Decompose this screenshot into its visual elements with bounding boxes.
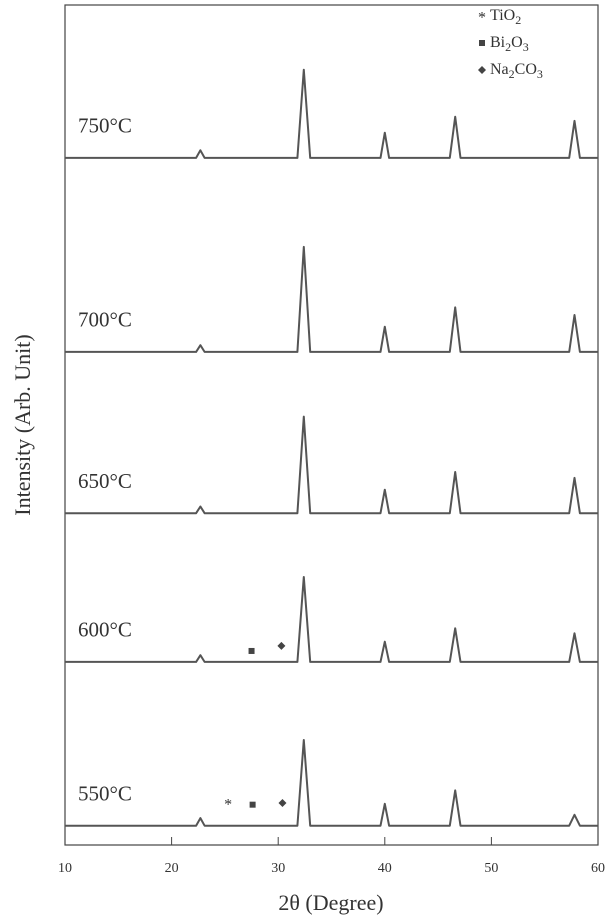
phase-marker: * — [478, 10, 486, 27]
legend-label: TiO2 — [490, 7, 521, 27]
x-tick-label: 50 — [484, 861, 498, 876]
phase-marker: * — [224, 797, 232, 814]
y-axis-title: Intensity (Arb. Unit) — [10, 334, 35, 515]
xrd-trace — [65, 739, 598, 827]
x-tick-label: 20 — [165, 861, 179, 876]
x-tick-label: 30 — [271, 861, 285, 876]
x-tick-label: 10 — [58, 861, 72, 876]
xrd-trace — [65, 245, 598, 353]
series-label: 650°C — [78, 469, 132, 493]
x-tick-label: 40 — [378, 861, 392, 876]
xrd-trace — [65, 576, 598, 663]
series-label: 750°C — [78, 114, 132, 138]
phase-marker — [248, 647, 255, 654]
phase-marker — [278, 799, 287, 807]
legend-label: Bi2O3 — [490, 34, 529, 54]
phase-marker — [249, 801, 256, 808]
phase-marker — [479, 40, 485, 46]
phase-marker — [478, 66, 486, 74]
plot-frame — [64, 4, 599, 846]
series-label: 600°C — [78, 618, 132, 642]
series-label: 550°C — [78, 781, 132, 805]
x-tick-label: 60 — [591, 861, 605, 876]
xrd-trace — [65, 415, 598, 515]
x-axis-title: 2θ (Degree) — [278, 890, 383, 915]
legend-label: Na2CO3 — [490, 61, 543, 81]
series-label: 700°C — [78, 308, 132, 332]
xrd-trace — [65, 68, 598, 159]
phase-marker — [277, 641, 286, 650]
